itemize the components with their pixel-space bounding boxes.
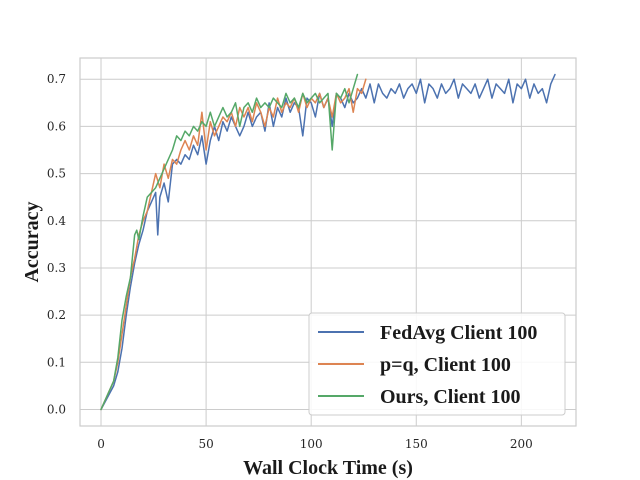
y-tick-label: 0.2 (47, 308, 66, 322)
legend-box (308, 312, 566, 416)
grid (80, 58, 576, 426)
y-tick-label: 0.5 (47, 167, 66, 181)
legend-label-pq: p=q, Client 100 (380, 354, 511, 376)
y-tick-label: 0.4 (47, 214, 66, 228)
y-axis-title: Accuracy (21, 201, 43, 282)
y-tick-label: 0.7 (47, 72, 66, 86)
x-tick-label: 150 (405, 437, 428, 451)
legend: FedAvg Client 100 p=q, Client 100 Ours, … (308, 312, 566, 416)
series-ours-line (100, 73, 359, 411)
plot-frame (79, 57, 577, 427)
y-tick-label: 0.3 (47, 261, 66, 275)
legend-label-ours: Ours, Client 100 (380, 386, 521, 408)
x-tick-label: 0 (97, 437, 105, 451)
y-tick-label: 0.0 (47, 402, 66, 416)
x-tick-label: 50 (198, 437, 213, 451)
legend-label-fedavg: FedAvg Client 100 (380, 322, 537, 344)
y-tick-label: 0.6 (47, 119, 66, 133)
tick-labels: 0 50 100 150 200 0.0 0.1 0.2 0.3 0.4 0.5 0.6 0.7 (47, 72, 533, 451)
series-lines (100, 73, 556, 411)
x-tick-label: 200 (510, 437, 533, 451)
y-tick-label: 0.1 (47, 355, 66, 369)
x-tick-label: 100 (300, 437, 323, 451)
x-axis-title: Wall Clock Time (s) (243, 457, 413, 479)
